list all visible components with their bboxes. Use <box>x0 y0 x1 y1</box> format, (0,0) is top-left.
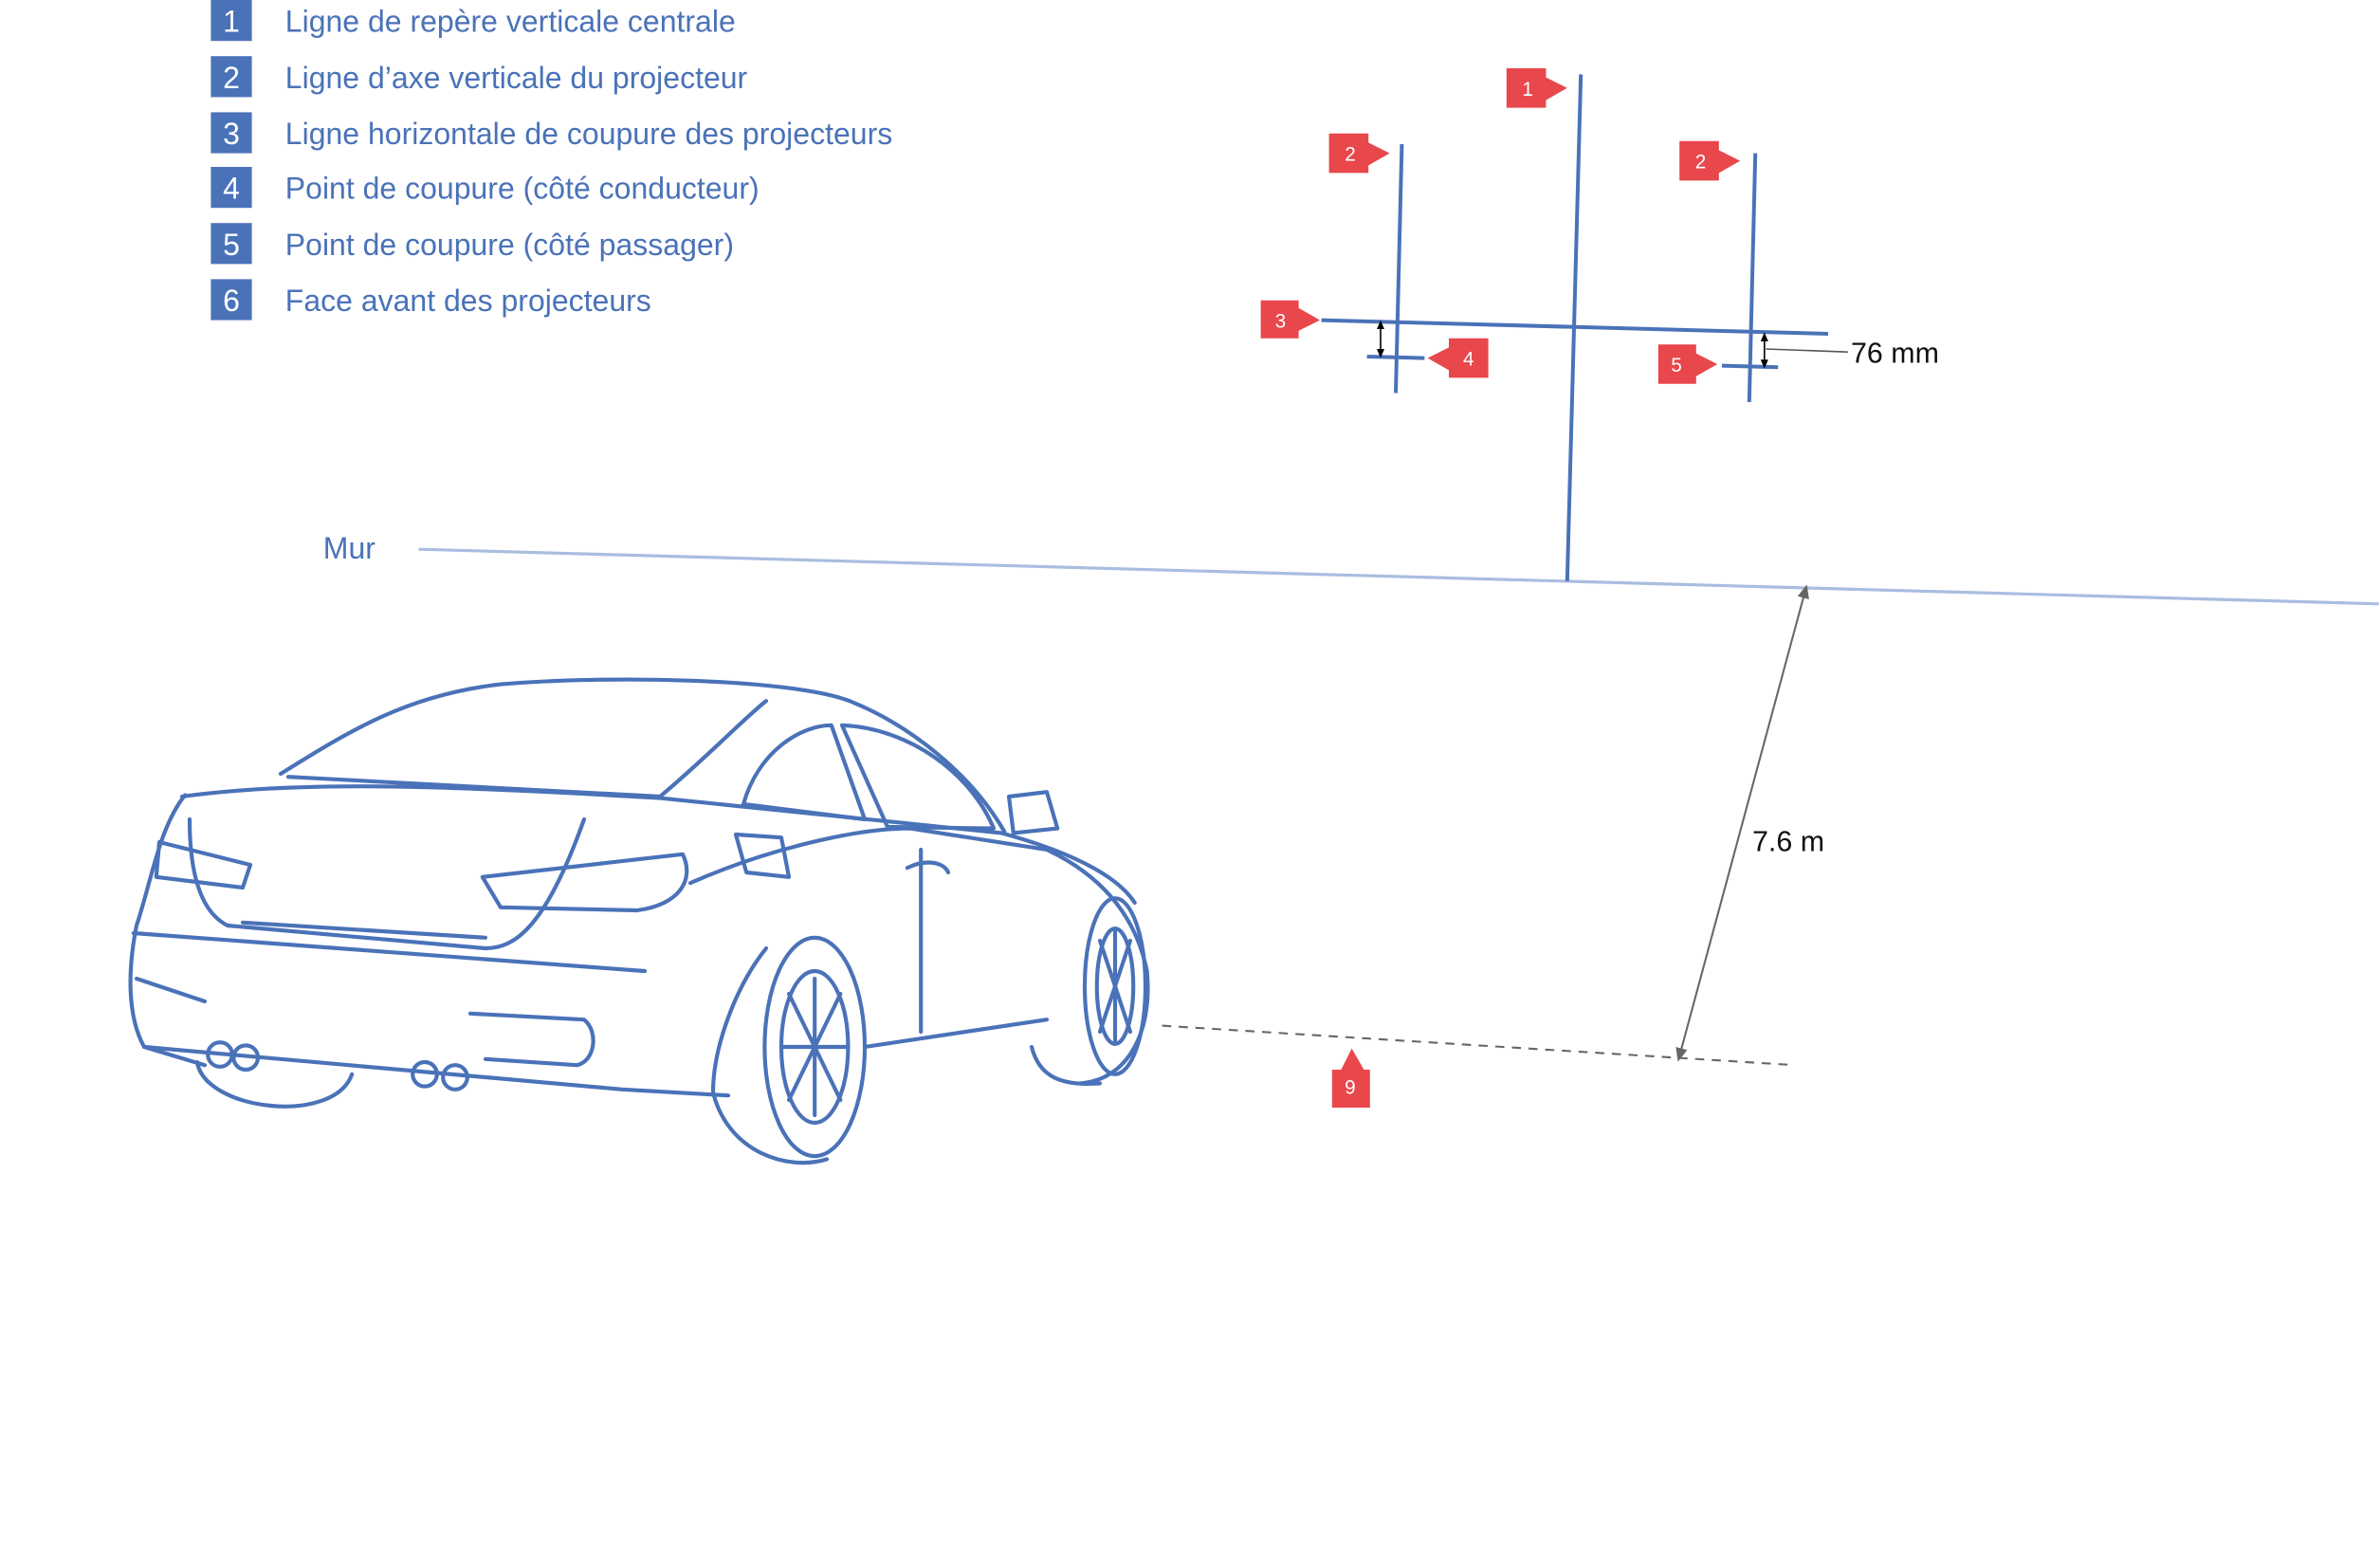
distance-label: 7.6 m <box>1752 826 1824 858</box>
callout-number: 3 <box>1275 311 1287 333</box>
legend-number: 6 <box>223 284 240 318</box>
legend-item-5: 5 Point de coupure (côté passager) <box>211 223 734 265</box>
callout-2-left: 2 <box>1328 133 1390 174</box>
legend-number: 5 <box>223 228 240 262</box>
legend-label: Face avant des projecteurs <box>285 284 651 318</box>
offset-leader-line <box>1766 348 1848 353</box>
callout-5: 5 <box>1657 344 1718 384</box>
left-headlamp-axis-line <box>1394 143 1404 394</box>
headlamp-front-line <box>1162 1024 1795 1067</box>
legend-label: Ligne d’axe verticale du projecteur <box>285 61 748 95</box>
wall-line <box>418 547 2379 606</box>
callout-4: 4 <box>1427 338 1489 378</box>
legend-badge <box>211 0 252 42</box>
legend-badge <box>211 167 252 209</box>
legend-number: 4 <box>223 172 240 206</box>
car-illustration <box>128 677 1150 1165</box>
legend-number: 1 <box>223 5 240 39</box>
legend-item-3: 3 Ligne horizontale de coupure des proje… <box>211 112 892 154</box>
legend-item-6: 6 Face avant des projecteurs <box>211 279 651 321</box>
legend-badge <box>211 279 252 321</box>
legend-label: Point de coupure (côté conducteur) <box>285 172 760 206</box>
legend-label: Ligne de repère verticale centrale <box>285 5 736 39</box>
callout-1: 1 <box>1506 68 1567 108</box>
wall-label: Mur <box>323 531 375 565</box>
legend-number: 2 <box>223 61 240 95</box>
horizontal-cutoff-line <box>1321 318 1829 336</box>
callout-2-right: 2 <box>1679 140 1741 181</box>
legend-item-2: 2 Ligne d’axe verticale du projecteur <box>211 56 748 98</box>
callout-number: 6 <box>1345 1075 1356 1097</box>
driver-cutoff-point <box>1366 355 1425 360</box>
callout-number: 5 <box>1671 355 1682 376</box>
legend-badge <box>211 112 252 154</box>
legend-badge <box>211 56 252 98</box>
distance-arrow <box>1675 584 1809 1062</box>
cutoff-offset-label: 76 mm <box>1851 337 1939 369</box>
legend-item-4: 4 Point de coupure (côté conducteur) <box>211 167 760 209</box>
callout-3: 3 <box>1260 300 1320 339</box>
callout-number: 2 <box>1695 152 1707 174</box>
callout-number: 1 <box>1522 79 1533 101</box>
legend-item-1: 1 Ligne de repère verticale centrale <box>211 0 736 42</box>
callout-number: 2 <box>1345 144 1356 166</box>
callout-6: 6 <box>1331 1048 1370 1108</box>
right-headlamp-axis-line <box>1747 153 1758 403</box>
legend-label: Ligne horizontale de coupure des project… <box>285 117 892 151</box>
callout-number: 4 <box>1463 349 1474 371</box>
legend-label: Point de coupure (côté passager) <box>285 228 734 262</box>
legend: 1 Ligne de repère verticale centrale 2 L… <box>211 0 892 321</box>
passenger-cutoff-point <box>1721 363 1779 370</box>
legend-badge <box>211 223 252 265</box>
legend-number: 3 <box>223 117 240 151</box>
